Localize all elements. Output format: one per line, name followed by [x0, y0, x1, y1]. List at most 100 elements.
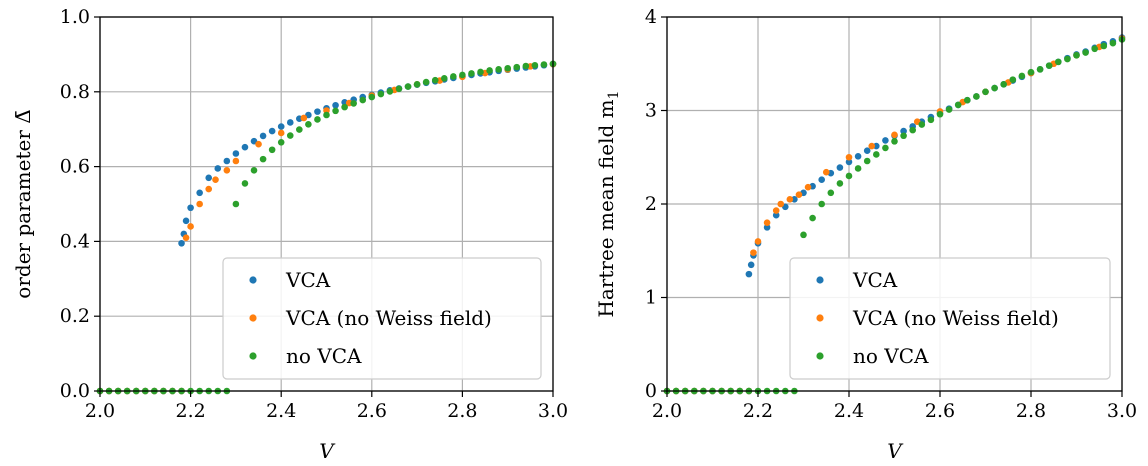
- legend-marker: [816, 276, 824, 284]
- data-point: [232, 157, 240, 165]
- chart-panel-2: 2.0 2.2 2.4 2.6 2.8 3.0 0 1 2 3 4 V Hartree mean fie…: [594, 6, 1137, 463]
- data-point: [332, 107, 339, 115]
- y-tick-label: 1.0: [60, 6, 90, 28]
- data-point: [395, 85, 403, 93]
- data-point: [341, 103, 348, 111]
- legend-label: no VCA: [286, 344, 362, 368]
- y-tick-label: 0.2: [60, 305, 90, 327]
- data-point: [982, 88, 989, 96]
- x-tick-label: 2.2: [743, 400, 773, 422]
- data-point: [1100, 42, 1108, 50]
- data-point: [845, 158, 853, 166]
- data-point: [431, 76, 439, 84]
- y-axis-label-text: order parameter Δ̄: [11, 109, 35, 298]
- y-tick-label: 1: [645, 287, 657, 309]
- data-point: [863, 157, 871, 165]
- data-point: [187, 204, 194, 212]
- data-point: [540, 61, 548, 68]
- data-point: [747, 261, 755, 269]
- data-point: [277, 123, 285, 130]
- data-point: [1018, 72, 1026, 80]
- data-point: [268, 127, 276, 135]
- legend-marker: [816, 314, 824, 322]
- y-tick-label: 2: [645, 193, 657, 215]
- data-point: [1073, 52, 1080, 59]
- x-tick-label: 3.0: [538, 400, 568, 422]
- data-point: [868, 142, 876, 150]
- legend-label: no VCA: [853, 344, 929, 368]
- data-point: [873, 142, 880, 150]
- data-point: [873, 151, 880, 158]
- data-point: [1045, 62, 1053, 69]
- data-point: [268, 146, 276, 154]
- x-tick-label: 3.0: [1107, 400, 1137, 422]
- data-point: [277, 138, 285, 146]
- x-tick-label: 2.8: [1016, 400, 1046, 422]
- data-point: [845, 153, 853, 161]
- legend: VCA VCA (no Weiss field) no VCA: [222, 257, 542, 380]
- plot-frame: [99, 16, 554, 392]
- data-point: [241, 143, 249, 151]
- data-point: [745, 270, 753, 278]
- data-point: [504, 64, 512, 72]
- data-point: [422, 78, 430, 86]
- data-point: [954, 101, 962, 109]
- data-point: [259, 155, 267, 163]
- y-tick-label: 0.0: [60, 380, 90, 402]
- data-point: [772, 211, 780, 219]
- y-axis-label: order parameter Δ̄: [11, 109, 35, 298]
- data-point: [800, 231, 807, 239]
- data-point: [891, 138, 898, 145]
- data-point: [818, 176, 825, 183]
- data-point: [882, 144, 889, 152]
- data-point: [223, 167, 231, 174]
- x-tick-label: 2.6: [357, 400, 387, 422]
- data-point: [1027, 68, 1035, 76]
- data-point: [377, 90, 385, 98]
- legend: VCA VCA (no Weiss field) no VCA: [789, 257, 1111, 380]
- data-point: [1064, 55, 1071, 63]
- data-point: [196, 189, 203, 197]
- data-point: [214, 165, 222, 172]
- data-point: [255, 140, 262, 148]
- data-point: [822, 168, 830, 176]
- data-point: [359, 96, 367, 104]
- data-point: [973, 93, 980, 100]
- data-point: [1091, 45, 1098, 53]
- data-point: [513, 63, 521, 71]
- data-point: [1009, 76, 1017, 83]
- data-point: [182, 217, 190, 225]
- data-point: [323, 111, 330, 119]
- data-point: [854, 153, 862, 160]
- data-point: [250, 167, 258, 174]
- data-point: [795, 191, 803, 198]
- data-point: [836, 164, 844, 171]
- data-point: [232, 150, 240, 157]
- legend-label: VCA (no Weiss field): [285, 306, 492, 330]
- data-point: [763, 219, 771, 226]
- data-point: [440, 75, 448, 82]
- data-point: [486, 67, 493, 74]
- x-tick-label: 2.6: [925, 400, 955, 422]
- data-point: [459, 71, 466, 79]
- series-3: [663, 36, 1126, 395]
- data-point: [791, 196, 798, 203]
- data-point: [368, 93, 376, 101]
- y-tick-label: 4: [645, 6, 657, 28]
- data-point: [845, 172, 853, 180]
- data-point: [232, 200, 240, 208]
- chart-panel-1: 2.0 2.2 2.4 2.6 2.8 3.0 0.0 0.2 0.4 0.6 0.8 1.0 Vord…: [11, 6, 568, 463]
- y-tick-label: 0.8: [60, 81, 90, 103]
- data-point: [964, 96, 971, 104]
- data-point: [777, 200, 785, 208]
- data-point: [286, 119, 294, 126]
- data-point: [305, 121, 312, 128]
- data-point: [205, 174, 213, 182]
- legend-marker: [249, 314, 257, 322]
- x-tick-label: 2.8: [447, 400, 477, 422]
- data-point: [196, 200, 203, 208]
- y-tick-label: 3: [645, 100, 657, 122]
- data-point: [909, 126, 916, 134]
- y-tick-label: 0.6: [60, 156, 90, 178]
- x-tick-label: 2.0: [652, 400, 682, 422]
